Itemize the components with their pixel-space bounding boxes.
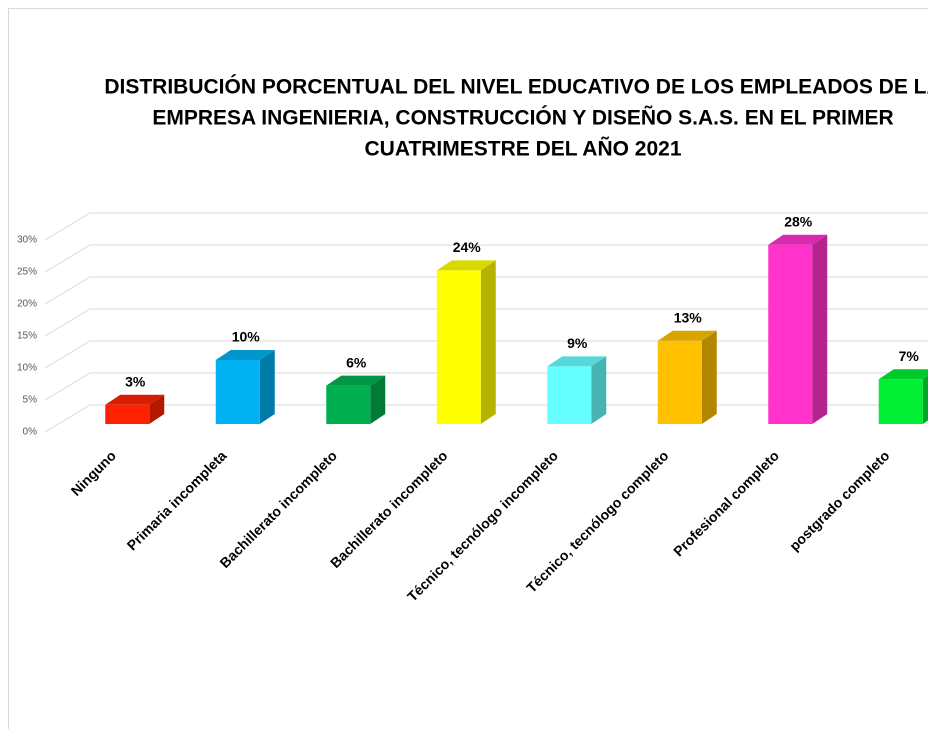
chart-title: DISTRIBUCIÓN PORCENTUAL DEL NIVEL EDUCAT… (104, 75, 928, 99)
value-label: 9% (567, 335, 588, 351)
grid-line (44, 244, 928, 273)
y-tick-label: 5% (23, 395, 38, 406)
bar (326, 385, 371, 424)
grid-line (44, 404, 928, 433)
bar-top (657, 330, 717, 341)
bar-top (768, 234, 828, 245)
bar-side (259, 350, 275, 424)
grid-line (44, 212, 928, 241)
value-label: 6% (346, 354, 367, 370)
bar (547, 366, 592, 424)
value-label: 3% (125, 374, 146, 390)
bar (105, 404, 150, 424)
y-tick-label: 0% (23, 427, 38, 438)
bar-top (547, 356, 607, 367)
grid-line (44, 372, 928, 401)
bar (657, 340, 702, 424)
bar (878, 379, 923, 424)
y-tick-label: 25% (17, 267, 37, 278)
bar (215, 360, 260, 424)
bar-top (436, 260, 496, 271)
grid-line (44, 308, 928, 337)
grid-line (44, 276, 928, 305)
value-label: 28% (784, 214, 813, 230)
bar-side (591, 356, 607, 424)
chart-title: CUATRIMESTRE DEL AÑO 2021 (365, 138, 682, 161)
y-tick-label: 30% (17, 235, 37, 246)
chart-title: EMPRESA INGENIERIA, CONSTRUCCIÓN Y DISEÑ… (152, 106, 893, 130)
bar (768, 244, 813, 424)
value-label: 10% (232, 329, 261, 345)
value-label: 24% (453, 239, 482, 255)
bar-top (105, 394, 165, 405)
bar-side (370, 375, 386, 424)
value-label: 13% (674, 310, 703, 326)
bar (436, 270, 481, 424)
bar-side (149, 394, 165, 424)
bar-side (480, 260, 496, 424)
bar-side (922, 375, 928, 424)
bar-top (326, 375, 386, 386)
grid-line (44, 340, 928, 369)
y-tick-label: 20% (17, 299, 37, 310)
bar-top (878, 369, 928, 380)
bar-side (812, 234, 828, 424)
y-tick-label: 15% (17, 331, 37, 342)
value-label: 7% (899, 348, 920, 364)
bar-side (701, 330, 717, 424)
bar-top (215, 350, 275, 360)
y-tick-label: 10% (17, 363, 37, 374)
